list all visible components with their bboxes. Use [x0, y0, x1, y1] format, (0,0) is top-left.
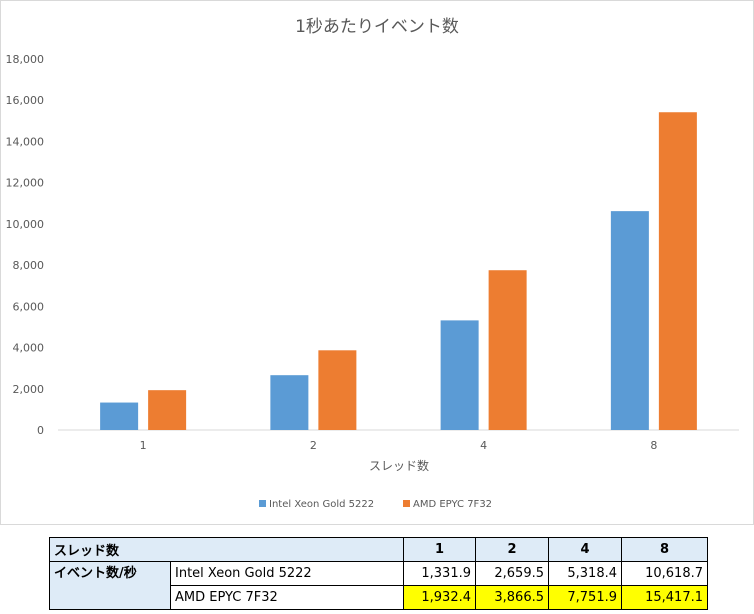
table-column-header: 1	[403, 537, 476, 562]
chart-area: 1秒あたりイベント数 0 2,000 4,000 6,000 8,000 10,000 12…	[0, 0, 754, 525]
legend-swatch	[259, 500, 266, 507]
y-tick-label: 8,000	[13, 259, 45, 272]
bar	[148, 390, 187, 430]
y-tick-label: 0	[37, 424, 44, 437]
table-header-row: スレッド数 1 2 4 8	[49, 537, 708, 562]
table-column-header: 4	[548, 537, 622, 562]
table-row-group-label: イベント数/秒	[49, 561, 171, 610]
data-table: スレッド数 1 2 4 8 イベント数/秒 Intel Xeon Gold 52…	[49, 537, 708, 610]
table-header-label: スレッド数	[49, 537, 404, 562]
x-tick-label: 1	[140, 439, 147, 452]
y-tick-label: 18,000	[6, 53, 45, 66]
bar-chart: 1秒あたりイベント数 02,0004,0006,0008,00010,00012…	[6, 17, 739, 510]
table-column-header: 8	[621, 537, 708, 562]
y-tick-label: 14,000	[6, 135, 45, 148]
legend-label: AMD EPYC 7F32	[413, 499, 492, 510]
table-cell-highlighted: 3,866.5	[475, 585, 549, 610]
bar	[658, 112, 697, 430]
bar	[270, 375, 309, 430]
table-cell: 5,318.4	[548, 561, 622, 586]
x-tick-label: 2	[310, 439, 317, 452]
bar	[100, 402, 139, 430]
bar	[318, 350, 357, 430]
table-row: AMD EPYC 7F32 1,932.4 3,866.5 7,751.9 15…	[50, 585, 708, 610]
table-cell: 2,659.5	[475, 561, 549, 586]
y-tick-label: 10,000	[6, 218, 45, 231]
x-axis-ticks: 1 2 4 8	[140, 439, 658, 452]
table-cell: 1,331.9	[403, 561, 476, 586]
bar	[440, 320, 479, 430]
y-axis-ticks: 0 2,000 4,000 6,000 8,000 10,000 12,000 14,000 1…	[6, 53, 45, 437]
y-tick-label: 12,000	[6, 177, 45, 190]
chart-title: 1秒あたりイベント数	[295, 17, 459, 37]
table-column-header: 2	[475, 537, 549, 562]
x-tick-label: 4	[480, 439, 487, 452]
y-tick-label: 6,000	[13, 300, 45, 313]
x-axis-title: スレッド数	[369, 458, 429, 473]
table-row-name: AMD EPYC 7F32	[170, 585, 404, 610]
legend-label: Intel Xeon Gold 5222	[269, 499, 374, 510]
table-cell-highlighted: 1,932.4	[403, 585, 476, 610]
bars	[100, 112, 697, 430]
table-cell: 10,618.7	[621, 561, 708, 586]
y-tick-label: 2,000	[13, 383, 45, 396]
table-row-name: Intel Xeon Gold 5222	[170, 561, 404, 586]
table-cell-highlighted: 15,417.1	[621, 585, 708, 610]
legend-swatch	[403, 500, 410, 507]
x-tick-label: 8	[650, 439, 657, 452]
bar	[488, 270, 527, 430]
table-cell-highlighted: 7,751.9	[548, 585, 622, 610]
legend: Intel Xeon Gold 5222 AMD EPYC 7F32	[259, 499, 492, 510]
bar	[610, 211, 649, 430]
table-row: イベント数/秒 Intel Xeon Gold 5222 1,331.9 2,6…	[49, 561, 708, 610]
y-tick-label: 4,000	[13, 342, 45, 355]
y-tick-label: 16,000	[6, 94, 45, 107]
